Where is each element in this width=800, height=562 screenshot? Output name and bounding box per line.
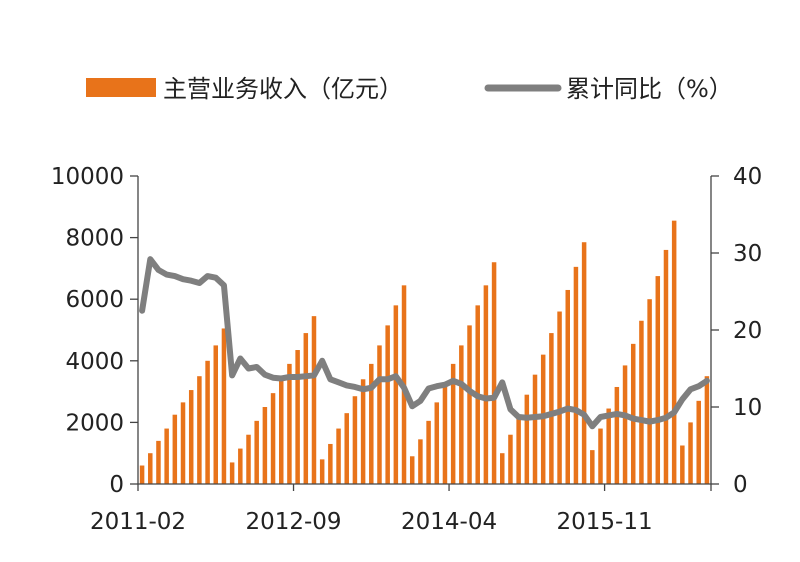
bar xyxy=(369,363,374,484)
bar xyxy=(565,289,570,484)
bar xyxy=(524,394,530,484)
bar xyxy=(671,220,677,484)
bar xyxy=(409,456,415,484)
line-series xyxy=(139,256,710,430)
bar xyxy=(205,360,210,484)
bar xyxy=(311,316,317,484)
y-right-tick-label: 40 xyxy=(733,164,762,190)
bar xyxy=(319,459,325,484)
bar xyxy=(188,390,194,484)
bar xyxy=(557,311,562,484)
bar xyxy=(172,414,178,484)
bar xyxy=(295,350,300,484)
bar xyxy=(508,434,513,484)
y-right-tick-label: 0 xyxy=(733,472,748,498)
x-tick-label: 2012-09 xyxy=(245,509,341,535)
bar xyxy=(549,333,554,484)
bar xyxy=(606,408,611,484)
bar xyxy=(630,343,636,484)
bar xyxy=(540,354,546,484)
bar xyxy=(573,266,579,484)
y-left-tick-label: 6000 xyxy=(65,287,124,313)
bar xyxy=(680,445,685,484)
bar xyxy=(532,374,538,484)
bar xyxy=(279,379,284,484)
bar-series xyxy=(139,220,710,484)
bar xyxy=(639,320,644,484)
bar xyxy=(221,328,227,484)
y-left-tick-label: 0 xyxy=(109,472,124,498)
bar xyxy=(213,345,219,484)
bar xyxy=(352,396,358,484)
bar xyxy=(270,393,276,484)
legend-label-revenue: 主营业务收入（亿元） xyxy=(163,75,403,103)
bar xyxy=(622,365,628,484)
bar xyxy=(254,420,259,484)
bar xyxy=(663,249,669,484)
bar xyxy=(704,376,710,484)
x-tick-label: 2015-11 xyxy=(557,509,653,535)
bar xyxy=(696,400,701,484)
bar xyxy=(164,428,169,484)
legend-label-yoy: 累计同比（%） xyxy=(566,75,733,103)
bar xyxy=(246,434,251,484)
line-path xyxy=(139,256,710,430)
bar xyxy=(491,262,497,484)
bar xyxy=(303,333,309,484)
y-right-tick-label: 20 xyxy=(733,318,762,344)
legend: 主营业务收入（亿元） 累计同比（%） xyxy=(86,75,733,103)
bar xyxy=(655,276,661,484)
bar xyxy=(344,413,349,484)
bar xyxy=(139,465,145,484)
bar xyxy=(418,439,423,484)
bar xyxy=(238,448,243,484)
y-right-tick-label: 30 xyxy=(733,241,762,267)
bar xyxy=(180,402,186,484)
y-left-tick-label: 4000 xyxy=(65,349,124,375)
bar xyxy=(229,462,235,484)
bar xyxy=(385,325,390,484)
bar xyxy=(328,443,333,484)
axes: 0 2000 4000 6000 8000 10000 0 10 20 30 40 2011-02 20… xyxy=(51,164,762,535)
x-tick-label: 2014-04 xyxy=(401,509,497,535)
bar xyxy=(590,450,595,484)
bar xyxy=(393,305,399,484)
bar xyxy=(459,345,464,484)
bar xyxy=(148,453,153,484)
bar xyxy=(483,285,489,484)
bar xyxy=(500,453,505,484)
y-left-tick-label: 8000 xyxy=(65,226,124,252)
bar xyxy=(336,428,341,484)
bar xyxy=(377,345,382,484)
bar xyxy=(581,242,587,484)
bar xyxy=(614,386,620,484)
bar xyxy=(197,376,202,484)
y-left-tick-label: 2000 xyxy=(65,410,124,436)
bar xyxy=(287,363,292,484)
bar xyxy=(598,428,603,484)
bar xyxy=(516,414,521,484)
legend-bar-swatch xyxy=(86,78,156,97)
bar xyxy=(467,325,472,484)
bar xyxy=(156,440,161,484)
bar xyxy=(450,363,456,484)
bar xyxy=(262,407,268,484)
x-tick-label: 2011-02 xyxy=(90,509,186,535)
y-left-tick-label: 10000 xyxy=(51,164,124,190)
bar xyxy=(426,420,431,484)
bar xyxy=(442,383,448,484)
bar xyxy=(434,402,440,484)
y-right-tick-label: 10 xyxy=(733,395,762,421)
bar xyxy=(360,379,366,484)
bar xyxy=(647,299,652,484)
bar xyxy=(688,422,693,484)
